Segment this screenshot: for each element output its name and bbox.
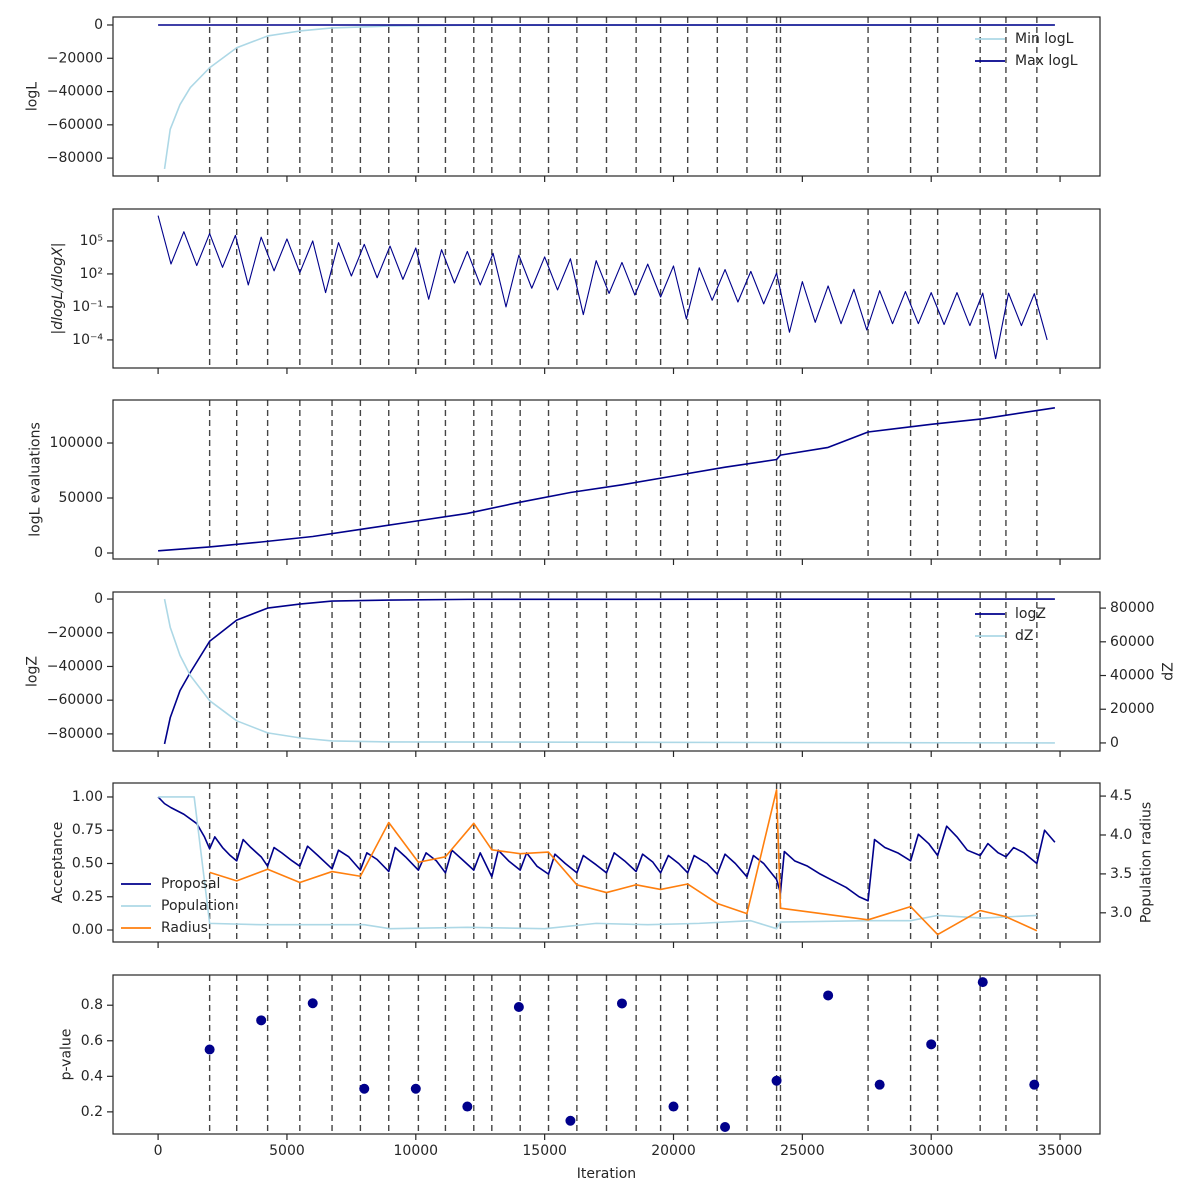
x-tick-label: 35000 — [1038, 1143, 1083, 1159]
point — [926, 1039, 937, 1050]
panel: 0.2 0.4 0.6 0.8 p-value 0 5000 10000 15000 20000 2… — [59, 974, 1101, 1182]
x-tick-label: 10000 — [394, 1143, 439, 1159]
point — [359, 1083, 370, 1094]
x-tick-label: 15000 — [522, 1143, 567, 1159]
legend-label: Min logL — [1015, 31, 1074, 47]
legend-label: logZ — [1015, 606, 1046, 622]
legend-label: Radius — [161, 920, 208, 936]
series-line — [157, 796, 1056, 902]
axes-frame — [112, 591, 1101, 752]
series-line — [163, 598, 1055, 744]
y-tick-label: 10⁻¹ — [72, 299, 103, 315]
y-tick-label: 0.75 — [72, 822, 103, 838]
y-tick-label: −40000 — [47, 658, 103, 674]
axes-frame — [112, 208, 1101, 369]
y-tick-label: 0.6 — [81, 1033, 103, 1049]
axes-frame — [112, 16, 1101, 177]
y2-tick-label: 20000 — [1110, 701, 1155, 717]
y2-tick-label: 3.5 — [1110, 866, 1132, 882]
x-tick-label: 0 — [154, 1143, 163, 1159]
y2-axis-label: Population radius — [1138, 802, 1154, 923]
y-axis-label: logL — [25, 82, 41, 111]
legend-label: Population — [161, 898, 235, 914]
y2-tick-label: 80000 — [1110, 600, 1155, 616]
y-axis-label: p-value — [59, 1029, 75, 1081]
point — [823, 990, 834, 1001]
y-tick-label: −60000 — [47, 117, 103, 133]
panel: 0 50000 100000 logL evaluations — [28, 399, 1101, 565]
y-tick-label: 1.00 — [72, 789, 103, 805]
y2-tick-label: 3.0 — [1110, 905, 1132, 921]
axes-frame — [112, 782, 1101, 943]
y2-tick-label: 60000 — [1110, 634, 1155, 650]
point — [204, 1044, 215, 1055]
y-tick-label: −20000 — [47, 50, 103, 66]
y-tick-label: 0.50 — [72, 855, 103, 871]
panel: −80000 −60000 −40000 −20000 0 logL Min logL Max… — [25, 16, 1101, 182]
y-tick-label: 0.25 — [72, 889, 103, 905]
y-tick-label: 10² — [80, 266, 103, 282]
y-axis-label: Acceptance — [50, 822, 66, 903]
y-tick-label: 10⁻⁴ — [72, 332, 103, 348]
point — [462, 1101, 473, 1112]
legend-label: Max logL — [1015, 53, 1078, 69]
x-tick-label: 20000 — [651, 1143, 696, 1159]
point — [977, 977, 988, 988]
x-tick-label: 30000 — [909, 1143, 954, 1159]
y-axis-label: logZ — [25, 656, 41, 687]
point — [307, 998, 318, 1009]
point — [771, 1075, 782, 1086]
point — [513, 1001, 524, 1012]
point — [874, 1079, 885, 1090]
series-line — [163, 598, 1055, 745]
y2-tick-label: 4.5 — [1110, 788, 1132, 804]
point — [616, 998, 627, 1009]
point — [668, 1101, 679, 1112]
point — [565, 1115, 576, 1126]
y-axis-label: |dlogL/dlogX| — [50, 243, 66, 335]
y-tick-label: 0.4 — [81, 1068, 103, 1084]
series-line — [209, 789, 1038, 936]
point — [1029, 1079, 1040, 1090]
y-tick-label: −20000 — [47, 625, 103, 641]
y-tick-label: 10⁵ — [80, 233, 103, 249]
point — [256, 1015, 267, 1026]
y-tick-label: −80000 — [47, 150, 103, 166]
y-tick-label: −60000 — [47, 692, 103, 708]
panel: 10⁻⁴ 10⁻¹ 10² 10⁵ |dlogL/dlogX| — [50, 208, 1101, 374]
x-tick-label: 25000 — [780, 1143, 825, 1159]
y-tick-label: −40000 — [47, 84, 103, 100]
legend-label: Proposal — [161, 876, 220, 892]
series-line — [157, 215, 1048, 360]
x-tick-label: 5000 — [269, 1143, 305, 1159]
panel: −80000 −60000 −40000 −20000 0 logZ 0 20000 40000… — [25, 591, 1177, 757]
y-tick-label: 0.00 — [72, 922, 103, 938]
y2-axis-label: dZ — [1161, 662, 1177, 680]
point — [720, 1121, 731, 1132]
axes-frame — [112, 974, 1101, 1135]
x-axis-label: Iteration — [577, 1166, 636, 1182]
y-tick-label: 0 — [94, 545, 103, 561]
series-line — [158, 407, 1056, 552]
axes-frame — [112, 399, 1101, 560]
y-tick-label: 100000 — [50, 435, 103, 451]
y2-tick-label: 40000 — [1110, 668, 1155, 684]
panel: 0.00 0.25 0.50 0.75 1.00 Acceptance 3.0 3.5 4.0 4… — [50, 782, 1154, 948]
series-line — [163, 24, 1055, 170]
y-tick-label: −80000 — [47, 726, 103, 742]
legend-label: dZ — [1015, 628, 1033, 644]
y2-tick-label: 0 — [1110, 735, 1119, 751]
y-tick-label: 0.8 — [81, 997, 103, 1013]
y-tick-label: 0 — [94, 17, 103, 33]
y2-tick-label: 4.0 — [1110, 827, 1132, 843]
y-axis-label: logL evaluations — [28, 422, 44, 537]
y-tick-label: 0.2 — [81, 1104, 103, 1120]
y-tick-label: 50000 — [58, 490, 103, 506]
y-tick-label: 0 — [94, 591, 103, 607]
point — [410, 1083, 421, 1094]
series-line — [158, 796, 1037, 930]
